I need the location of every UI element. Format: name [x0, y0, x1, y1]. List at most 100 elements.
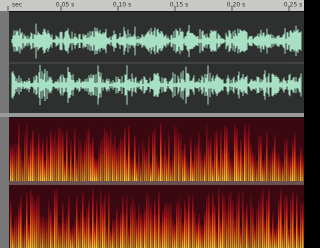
spectrogram-column: [254, 154, 256, 181]
spectrogram-column: [154, 126, 156, 181]
spectrogram-column: [228, 150, 230, 181]
spectrogram-column: [86, 209, 88, 248]
spectrogram-column: [176, 128, 178, 181]
spectrogram-column: [52, 220, 54, 248]
spectrogram-column: [96, 159, 98, 181]
spectrogram-column: [218, 159, 220, 181]
spectrogram-column: [120, 137, 122, 181]
spectrogram-column: [118, 142, 120, 181]
spectrogram-column: [110, 128, 112, 181]
spectrogram-column: [262, 188, 264, 248]
spectrogram-column: [158, 191, 160, 248]
spectrogram-column: [170, 162, 172, 181]
spectrogram-column: [20, 196, 22, 248]
spectrogram-column: [224, 196, 226, 248]
spectrogram-column: [50, 209, 52, 248]
spectrogram-column: [124, 213, 126, 248]
spectrogram-column: [300, 147, 302, 181]
spectrogram-column: [296, 156, 298, 181]
spectrogram-column: [162, 155, 164, 181]
spectrogram-column: [80, 141, 82, 181]
spectrogram-column: [34, 146, 36, 181]
spectrogram-column: [226, 127, 228, 181]
spectrogram-column: [186, 209, 188, 248]
spectrogram-column: [68, 196, 70, 248]
spectrogram-column: [80, 211, 82, 248]
spectrogram-column: [28, 152, 30, 181]
spectrogram-column: [44, 160, 46, 181]
spectrogram-column: [22, 228, 24, 248]
spectrogram-column: [10, 200, 12, 248]
spectrogram-column: [52, 139, 54, 181]
spectrogram-column: [104, 127, 106, 181]
spectrogram-column: [90, 227, 92, 248]
spectrogram-column: [66, 215, 68, 248]
spectrogram-column: [126, 195, 128, 248]
spectrogram-column: [118, 217, 120, 248]
spectrogram-column: [274, 134, 276, 181]
spectrogram-column: [74, 218, 76, 248]
ruler-label: 0.25 s: [284, 2, 302, 9]
spectrogram-column: [284, 194, 286, 248]
spectrogram-column: [200, 149, 202, 181]
spectrogram-column: [198, 214, 200, 248]
ruler-label: 0.20 s: [227, 2, 245, 9]
spectrogram-column: [294, 227, 296, 248]
spectrogram-column: [230, 192, 232, 248]
spectrogram-column: [188, 162, 190, 181]
spectrogram-column: [220, 130, 222, 181]
spectrogram-column: [176, 203, 178, 248]
spectrogram-column: [140, 161, 142, 181]
spectrogram-column: [116, 149, 118, 181]
spectrogram-column: [48, 150, 50, 181]
spectrogram-column: [234, 217, 236, 248]
spectrogram-column: [182, 149, 184, 181]
spectrogram-column: [160, 222, 162, 248]
spectrogram-column: [202, 226, 204, 248]
spectrogram-column: [24, 222, 26, 248]
spectrogram-column: [22, 159, 24, 181]
spectrogram-column: [194, 211, 196, 248]
spectrogram-column: [38, 194, 40, 248]
spectrogram-column: [136, 218, 138, 248]
spectrogram-column: [102, 135, 104, 181]
spectrogram-column: [180, 134, 182, 181]
spectrogram-column: [34, 201, 36, 248]
spectrogram-column: [76, 156, 78, 181]
spectrogram-column: [126, 154, 128, 181]
spectrogram-column: [232, 200, 234, 248]
spectrogram-column: [172, 219, 174, 248]
spectrogram-column: [224, 125, 226, 181]
spectrogram-column: [114, 135, 116, 181]
spectrogram-column: [174, 223, 176, 248]
spectrogram-column: [32, 195, 34, 248]
spectrogram-column: [30, 190, 32, 248]
spectrogram-column: [184, 200, 186, 248]
spectrogram-column: [236, 128, 238, 181]
spectrogram-column: [276, 223, 278, 248]
spectrogram-column: [232, 160, 234, 181]
spectrogram-column: [252, 152, 254, 181]
spectrogram-column: [262, 161, 264, 181]
spectrogram-column: [78, 138, 80, 181]
spectrogram-column: [122, 139, 124, 181]
spectrogram-column: [108, 190, 110, 248]
spectrogram-column: [78, 220, 80, 248]
spectrogram-column: [100, 189, 102, 248]
spectrogram-column: [204, 211, 206, 248]
spectrogram-column: [216, 224, 218, 248]
spectrogram-column: [192, 159, 194, 181]
spectrogram-column: [256, 160, 258, 181]
spectrogram-column: [16, 144, 18, 181]
spectrogram-column: [258, 201, 260, 248]
spectrogram-column: [36, 195, 38, 248]
spectrogram-column: [50, 131, 52, 181]
spectrogram-column: [260, 135, 262, 181]
spectrogram-column: [138, 205, 140, 248]
spectrogram-column: [98, 147, 100, 181]
spectrogram-column: [18, 205, 20, 248]
spectrogram-column: [300, 202, 302, 248]
spectrogram-column: [264, 219, 266, 248]
spectrogram-column: [194, 145, 196, 181]
